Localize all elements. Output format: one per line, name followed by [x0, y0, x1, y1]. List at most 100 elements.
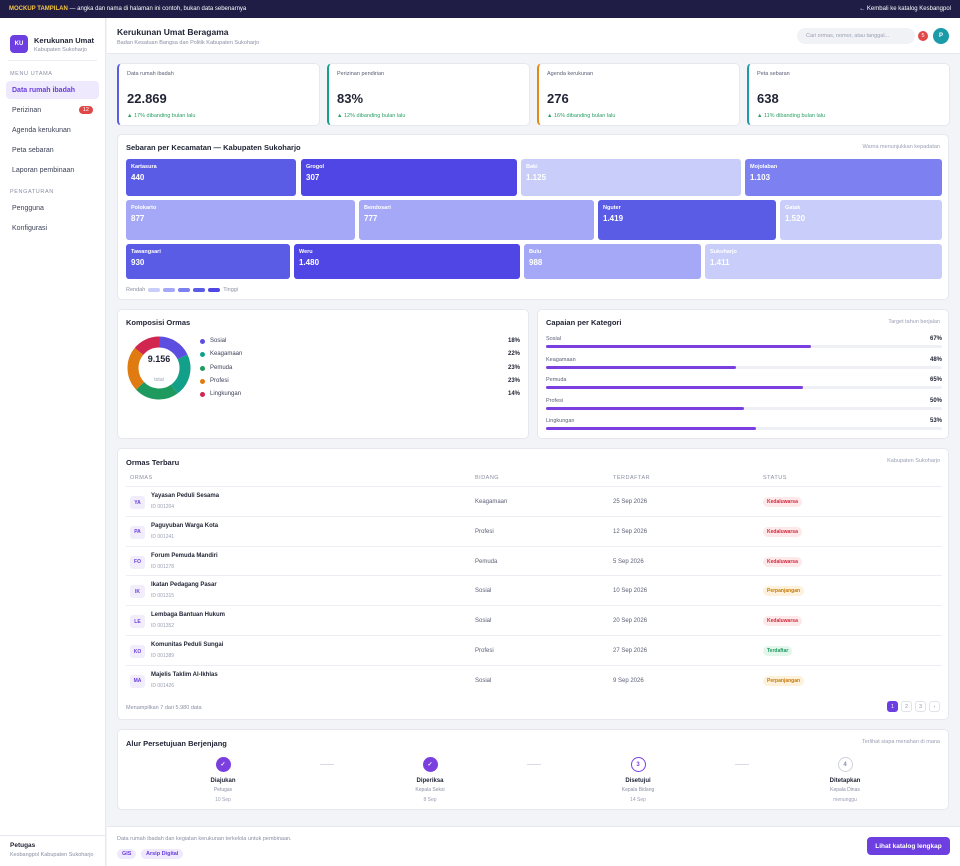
- stat-value: 22.869: [127, 91, 167, 106]
- sidebar-item-pengguna[interactable]: Pengguna: [6, 199, 99, 217]
- status-badge: Perpanjangan: [763, 586, 805, 597]
- district-value: 1.125: [526, 173, 547, 182]
- back-to-catalog-link[interactable]: ← Kembali ke katalog Kesbangpol: [859, 6, 951, 12]
- achievement-bar-row: Profesi 50%: [546, 397, 942, 410]
- district-tile-mojolaban[interactable]: Mojolaban 1.103: [745, 159, 942, 196]
- stat-card-perizinan[interactable]: Perizinan pendirian 83% ▲ 12% dibanding …: [327, 63, 530, 126]
- ormas-name[interactable]: Paguyuban Warga Kota: [151, 522, 219, 529]
- sidebar-item-peta[interactable]: Peta sebaran: [6, 141, 99, 159]
- stat-card-peta[interactable]: Peta sebaran 638 ▲ 11% dibanding bulan l…: [747, 63, 950, 126]
- step-connector: [319, 764, 334, 765]
- view-full-catalog-button[interactable]: Lihat katalog lengkap: [867, 837, 950, 855]
- table-row[interactable]: KO Komunitas Peduli Sungai ID 001389 Profes…: [126, 635, 942, 665]
- tag-chip-gis[interactable]: GIS: [117, 849, 137, 859]
- stat-value: 83%: [337, 91, 364, 106]
- tag-chip-arsip-digital[interactable]: Arsip Digital: [141, 849, 184, 859]
- step-date: menunggu: [833, 797, 857, 803]
- composition-card: Komposisi Ormas 9.156 total Sosial 18% Ke…: [117, 309, 529, 439]
- district-tile-gatak[interactable]: Gatak 1.520: [780, 200, 942, 240]
- workflow-step: ✓ Diperiksa Kepala Seksi 8 Sep: [370, 757, 490, 803]
- brand-name: Kerukunan Umat: [34, 35, 95, 45]
- donut-slice-pemuda: [136, 381, 178, 400]
- step-date: 10 Sep: [215, 797, 231, 803]
- table-row[interactable]: IK Ikatan Pedagang Pasar ID 001315 Sosial 10…: [126, 575, 942, 605]
- ormas-name[interactable]: Lembaga Bantuan Hukum: [151, 612, 226, 619]
- banner-text: MOCKUP TAMPILAN — angka dan nama di hala…: [9, 6, 246, 12]
- notification-badge[interactable]: 5: [918, 31, 928, 41]
- ormas-id: ID 001426: [151, 682, 175, 689]
- bar-track: [546, 427, 942, 431]
- district-tile-kartasura[interactable]: Kartasura 440: [126, 159, 296, 196]
- footer-text: Data rumah ibadah dan kegiatan kerukunan…: [117, 836, 292, 842]
- step-name: Disetujui: [625, 778, 651, 784]
- district-tile-grogol[interactable]: Grogol 307: [301, 159, 517, 196]
- ormas-name[interactable]: Komunitas Peduli Sungai: [151, 642, 224, 648]
- column-header-bidang[interactable]: BIDANG: [475, 475, 500, 481]
- district-name: Sukoharjo: [710, 249, 737, 255]
- bar-track: [546, 386, 942, 390]
- district-tile-baki[interactable]: Baki 1.125: [521, 159, 741, 196]
- sidebar-item-agenda[interactable]: Agenda kerukunan: [6, 121, 99, 139]
- district-name: Mojolaban: [750, 164, 778, 170]
- workflow-step: 3 Disetujui Kepala Bidang 14 Sep: [578, 757, 698, 803]
- district-tile-bendosari[interactable]: Bendosari 777: [359, 200, 594, 240]
- district-tile-sukoharjo[interactable]: Sukoharjo 1.411: [705, 244, 942, 279]
- stat-card-rumah-ibadah[interactable]: Data rumah ibadah 22.869 ▲ 17% dibanding…: [117, 63, 320, 126]
- sidebar-item-laporan[interactable]: Laporan pembinaan: [6, 161, 99, 179]
- district-value: 440: [131, 173, 145, 182]
- avatar[interactable]: P: [933, 28, 949, 44]
- bar-fill: [546, 427, 756, 431]
- column-header-status[interactable]: STATUS: [763, 475, 787, 481]
- pagination: 1 2 3 ›: [887, 701, 940, 712]
- page-button-2[interactable]: 2: [901, 701, 912, 712]
- legend-dot: [200, 365, 205, 371]
- table-row[interactable]: PA Paguyuban Warga Kota ID 001241 Profesi 12…: [126, 515, 942, 546]
- search-input[interactable]: Cari ormas, nomor, atau tanggal...: [797, 28, 915, 44]
- district-tile-tawangsari[interactable]: Tawangsari 930: [126, 244, 290, 279]
- sidebar-item-data-rumah-ibadah[interactable]: Data rumah ibadah: [6, 81, 99, 99]
- ormas-registered-date: 12 Sep 2026: [613, 528, 648, 535]
- step-connector: [734, 764, 749, 765]
- table-row[interactable]: YA Yayasan Peduli Sesama ID 001204 Keagamaa…: [126, 486, 942, 516]
- table-row[interactable]: FO Forum Pemuda Mandiri ID 001278 Pemuda 5 S…: [126, 545, 942, 576]
- sidebar-item-konfigurasi[interactable]: Konfigurasi: [6, 219, 99, 237]
- bar-pct: 67%: [929, 336, 942, 342]
- approval-workflow-card: Alur Persetujuan Berjenjang Terlihat sia…: [117, 729, 949, 810]
- ormas-name[interactable]: Forum Pemuda Mandiri: [151, 552, 218, 559]
- district-name: Bulu: [529, 249, 542, 255]
- district-tile-polokarto[interactable]: Polokarto 877: [126, 200, 355, 240]
- district-value: 988: [529, 258, 543, 267]
- ormas-name[interactable]: Majelis Taklim Al-Ikhlas: [151, 671, 218, 678]
- district-value: 1.480: [299, 258, 320, 267]
- column-header-terdaftar[interactable]: TERDAFTAR: [613, 475, 651, 481]
- section-note: Warna menunjukkan kepadatan: [862, 144, 940, 150]
- bar-label: Profesi: [546, 397, 564, 404]
- district-name: Weru: [299, 249, 313, 255]
- sidebar: KU Kerukunan Umat Kabupaten Sukoharjo ME…: [0, 18, 106, 866]
- legend-dot: [200, 378, 205, 384]
- sidebar-item-perizinan[interactable]: Perizinan 12: [6, 101, 99, 119]
- section-note: Kabupaten Sukoharjo: [887, 458, 940, 464]
- composition-legend-item: Pemuda 23%: [200, 365, 520, 371]
- table-row[interactable]: LE Lembaga Bantuan Hukum ID 001352 Sosial 20…: [126, 605, 942, 635]
- next-page-button[interactable]: ›: [929, 701, 940, 712]
- status-badge: Kedaluwarsa: [763, 616, 802, 627]
- district-tile-bulu[interactable]: Bulu 988: [524, 244, 701, 279]
- stat-delta: ▲ 11% dibanding bulan lalu: [757, 113, 826, 119]
- composition-legend-item: Lingkungan 14%: [200, 391, 520, 397]
- table-row[interactable]: MA Majelis Taklim Al-Ikhlas ID 001426 Sosia…: [126, 664, 942, 695]
- district-tile-weru[interactable]: Weru 1.480: [294, 244, 520, 279]
- ormas-name[interactable]: Ikatan Pedagang Pasar: [151, 582, 217, 589]
- ormas-initials: KO: [130, 645, 145, 658]
- workflow-step: 4 Ditetapkan Kepala Dinas menunggu: [785, 757, 905, 803]
- district-name: Kartasura: [131, 164, 157, 170]
- composition-donut-chart: [127, 336, 191, 400]
- ormas-name[interactable]: Yayasan Peduli Sesama: [151, 493, 220, 499]
- page-button-1[interactable]: 1: [887, 701, 898, 712]
- achievement-bar-row: Keagamaan 48%: [546, 357, 942, 369]
- district-tile-nguter[interactable]: Nguter 1.419: [598, 200, 776, 240]
- column-header-ormas[interactable]: ORMAS: [130, 475, 153, 481]
- stat-card-agenda[interactable]: Agenda kerukunan 276 ▲ 16% dibanding bul…: [537, 63, 740, 126]
- bar-pct: 50%: [929, 397, 942, 404]
- page-button-3[interactable]: 3: [915, 701, 926, 712]
